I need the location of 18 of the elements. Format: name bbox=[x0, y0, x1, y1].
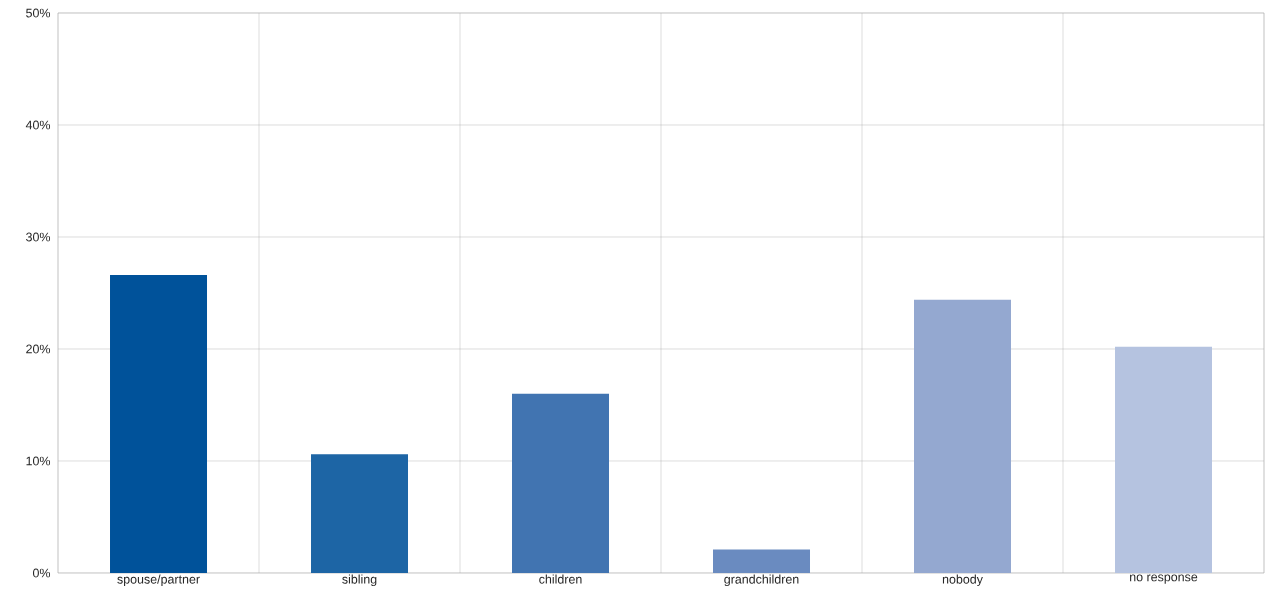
bar bbox=[914, 299, 1012, 573]
bar bbox=[713, 549, 811, 573]
x-tick-label: nobody bbox=[942, 574, 983, 587]
bar bbox=[110, 275, 208, 573]
x-tick-label: sibling bbox=[342, 574, 377, 587]
y-tick-label: 40% bbox=[25, 120, 51, 130]
x-tick-label: spouse/partner bbox=[117, 574, 200, 587]
y-tick-label: 50% bbox=[26, 8, 51, 18]
x-tick-label: no response bbox=[1130, 574, 1198, 584]
y-tick-label: 0% bbox=[32, 568, 51, 578]
bar bbox=[512, 393, 610, 573]
x-tick-label: children bbox=[539, 574, 582, 584]
y-tick-label: 20% bbox=[26, 344, 51, 354]
y-tick-label: 30% bbox=[26, 232, 51, 242]
x-tick-label: grandchildren bbox=[724, 574, 799, 587]
bar bbox=[311, 454, 409, 573]
y-tick-label: 10% bbox=[26, 456, 51, 466]
bar bbox=[1115, 346, 1212, 573]
